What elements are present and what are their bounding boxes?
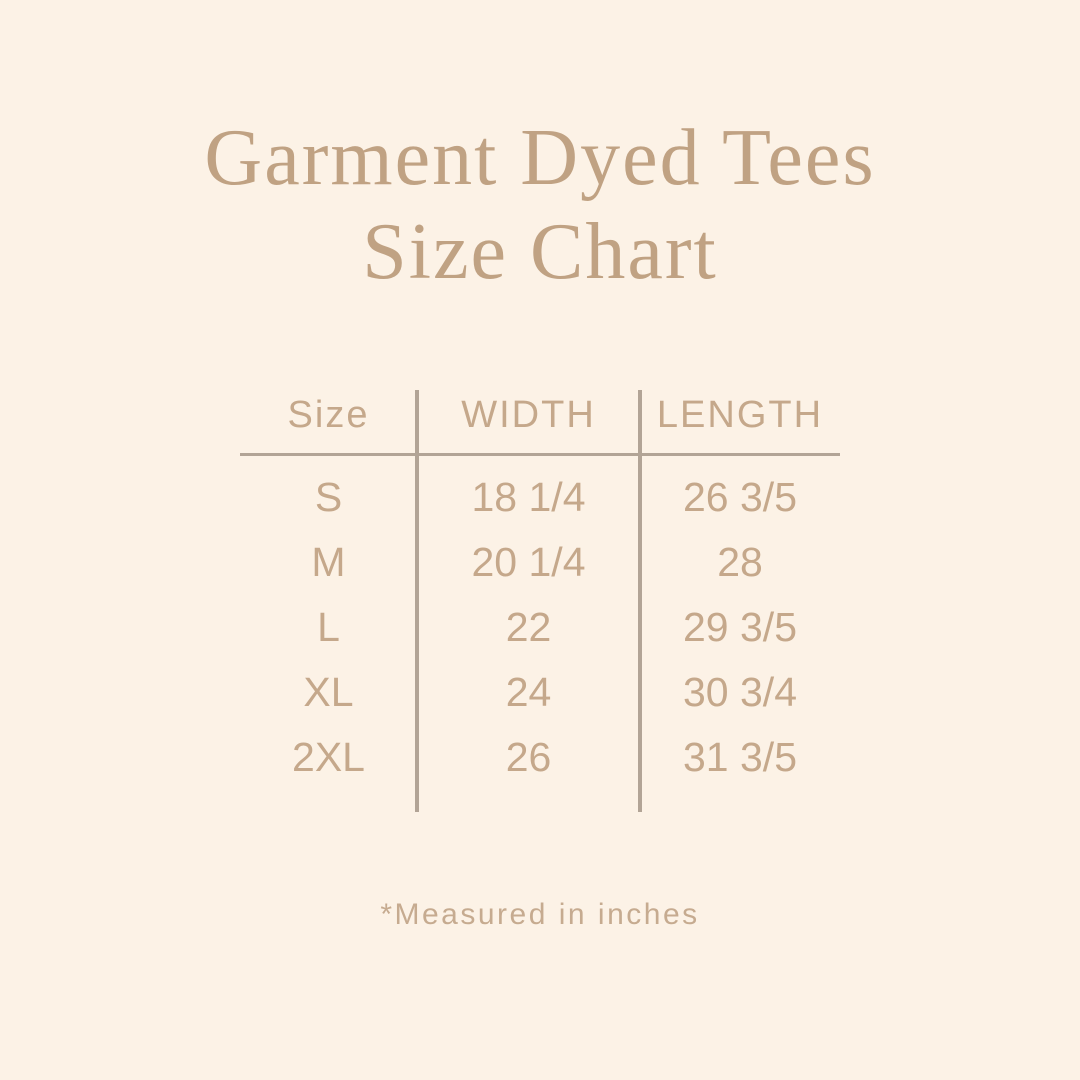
width-cell: 18 1/4 (471, 474, 586, 520)
length-cell: 26 3/5 (683, 474, 797, 520)
size-cell: S (314, 474, 343, 520)
size-cell: XL (303, 669, 354, 715)
width-cell: 20 1/4 (471, 539, 586, 585)
table-header-row: Size WIDTH LENGTH (240, 385, 840, 445)
length-cell: 30 3/4 (683, 669, 797, 715)
size-cell: 2XL (292, 734, 365, 780)
width-cell: 22 (505, 604, 552, 650)
table-row-m: M 20 1/4 28 (240, 530, 840, 595)
size-cell: L (317, 604, 340, 650)
table-row-s: S 18 1/4 26 3/5 (240, 465, 840, 530)
width-cell: 26 (505, 734, 552, 780)
length-cell: 28 (717, 539, 763, 585)
page-title-line-1: Garment Dyed Tees (204, 114, 876, 202)
table-row-l: L 22 29 3/5 (240, 595, 840, 660)
size-chart-table: Size WIDTH LENGTH S 18 1/4 26 3/5 M 20 1… (240, 385, 840, 820)
table-row-xl: XL 24 30 3/4 (240, 660, 840, 725)
header-size: Size (287, 393, 370, 436)
width-cell: 24 (505, 669, 552, 715)
size-cell: M (311, 539, 346, 585)
page-title-line-2: Size Chart (362, 207, 718, 296)
header-width: WIDTH (461, 393, 596, 436)
length-cell: 29 3/5 (683, 604, 797, 650)
table-vertical-divider-2 (638, 390, 642, 812)
table-vertical-divider-1 (415, 390, 419, 812)
table-body: S 18 1/4 26 3/5 M 20 1/4 28 L 22 29 3/5 … (240, 465, 840, 790)
table-header-divider (240, 453, 840, 456)
measured-in-inches-note: *Measured in inches (380, 898, 700, 931)
header-length: LENGTH (656, 393, 824, 436)
table-row-2xl: 2XL 26 31 3/5 (240, 725, 840, 790)
page-title: Garment Dyed Tees Size Chart (0, 112, 1080, 299)
length-cell: 31 3/5 (683, 734, 797, 780)
